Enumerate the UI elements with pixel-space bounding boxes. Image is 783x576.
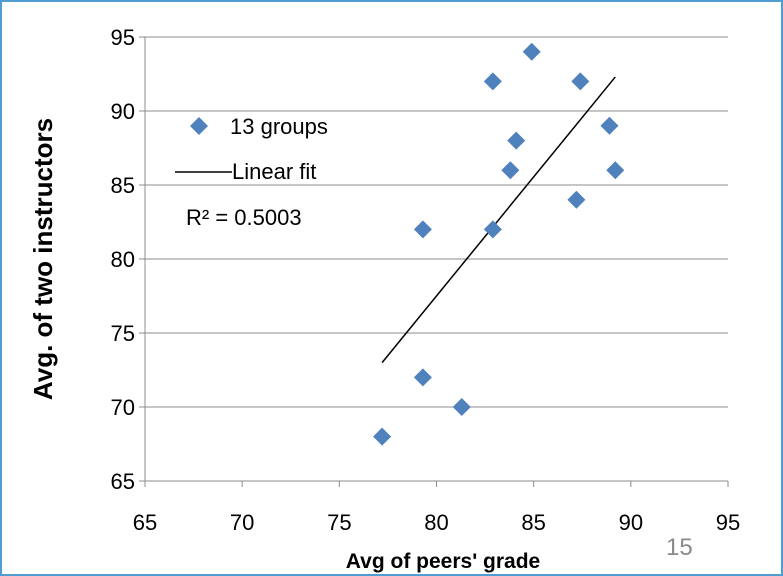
data-point	[507, 131, 526, 150]
y-tick-label: 85	[111, 173, 135, 198]
x-tick-label: 95	[716, 510, 740, 535]
axes	[139, 36, 729, 487]
legend-label-series: 13 groups	[230, 114, 328, 139]
r-squared-annotation: R² = 0.5003	[186, 205, 302, 230]
x-tick-label: 85	[521, 510, 545, 535]
data-point	[571, 72, 590, 91]
data-point	[483, 220, 502, 239]
x-tick-label: 75	[327, 510, 351, 535]
slide-number: 15	[666, 534, 693, 561]
data-point	[483, 72, 502, 91]
y-tick-label: 70	[111, 395, 135, 420]
x-tick-label: 70	[230, 510, 254, 535]
y-tick-label: 80	[111, 247, 135, 272]
y-tick-label: 75	[111, 321, 135, 346]
gridlines	[145, 36, 728, 408]
legend-label-trendline: Linear fit	[232, 159, 316, 184]
y-tick-label: 65	[111, 469, 135, 494]
y-tick-label: 95	[111, 25, 135, 50]
data-point	[522, 42, 541, 61]
data-point	[413, 368, 432, 387]
data-point	[567, 190, 586, 209]
data-point	[452, 398, 471, 416]
data-point	[606, 161, 625, 180]
x-tick-label: 90	[619, 510, 643, 535]
x-axis-title: Avg of peers' grade	[346, 550, 540, 573]
trendline	[381, 76, 616, 364]
data-point	[373, 427, 392, 446]
trendline-layer	[381, 76, 616, 364]
x-tick-label: 80	[424, 510, 448, 535]
data-point	[600, 116, 619, 135]
y-tick-label: 90	[111, 99, 135, 124]
y-axis-title: Avg. of two instructors	[28, 118, 58, 400]
data-point	[413, 220, 432, 239]
legend: 13 groups Linear fit R² = 0.5003	[175, 114, 328, 230]
x-tick-label: 65	[133, 510, 157, 535]
data-points	[373, 42, 625, 446]
tick-labels: 65 70 75 80 85 90 95 65 70 75 80 85 90 95	[111, 25, 741, 535]
data-point	[501, 161, 520, 180]
legend-diamond-icon	[190, 117, 208, 135]
